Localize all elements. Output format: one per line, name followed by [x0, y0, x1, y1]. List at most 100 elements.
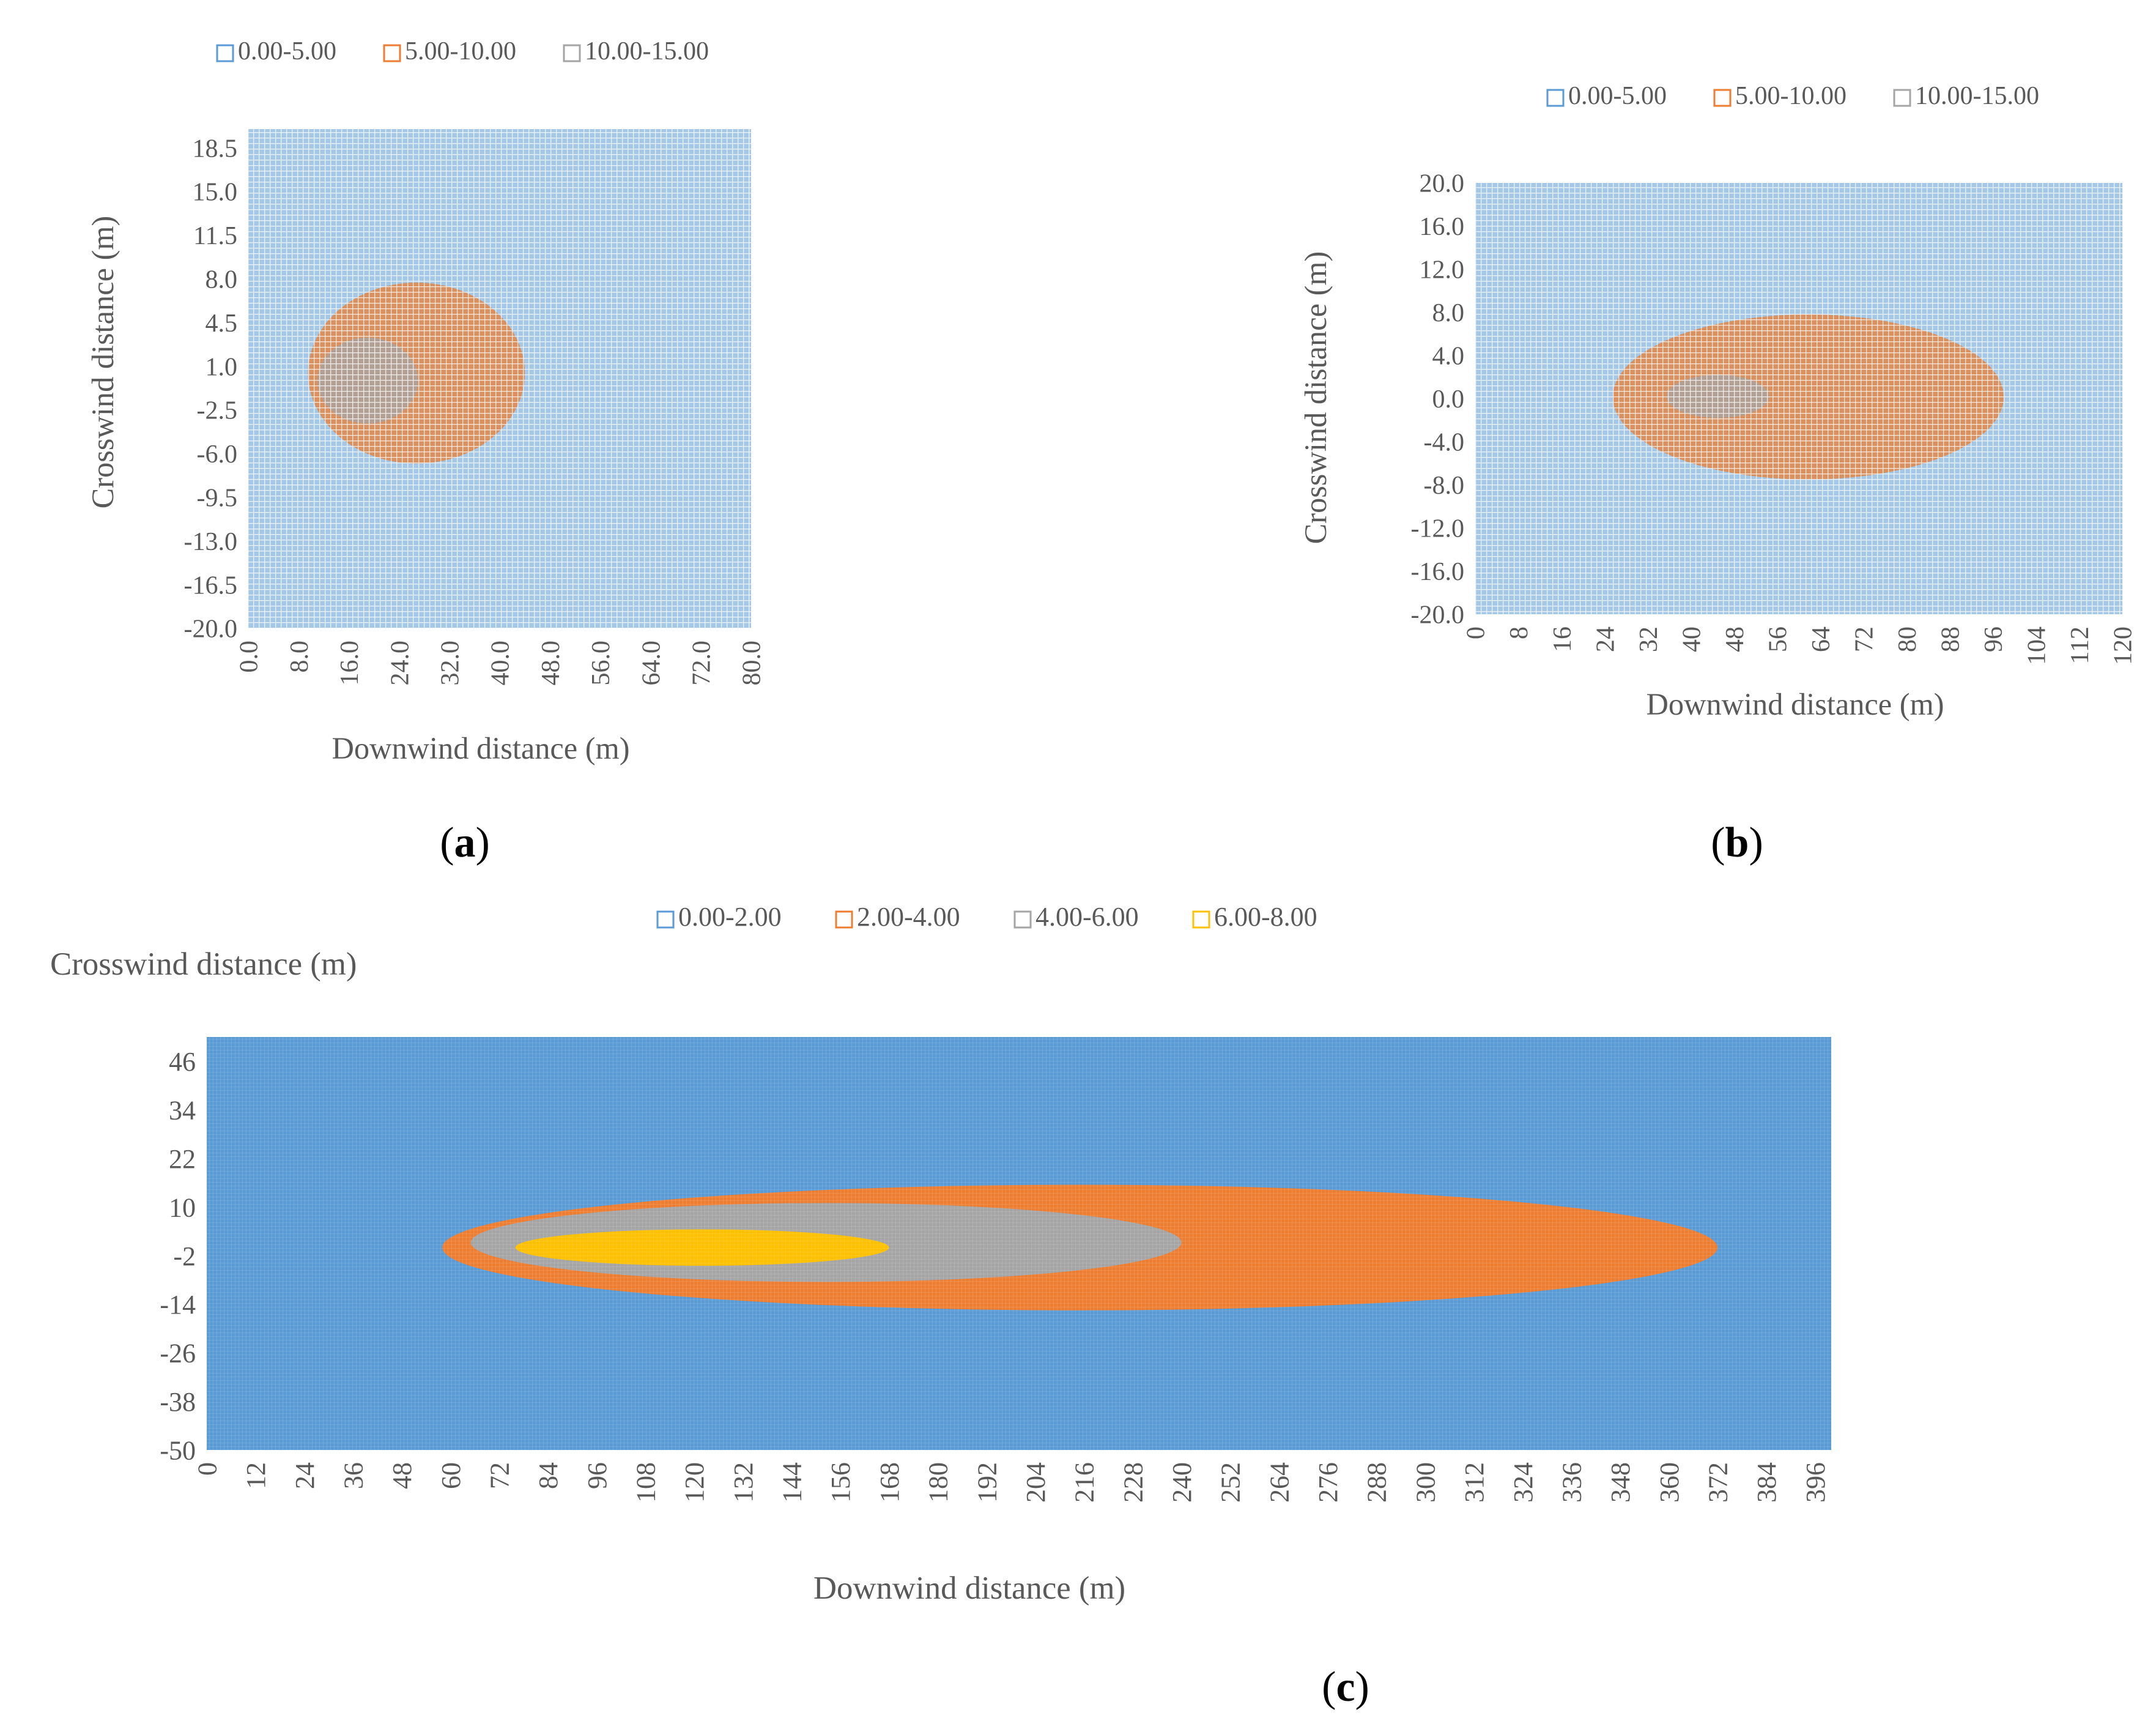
plot-grid-mesh [248, 129, 751, 628]
panel-label-b: (b) [1711, 819, 1763, 866]
x-tick-label: 168 [875, 1462, 905, 1503]
x-tick-label: 336 [1557, 1462, 1587, 1503]
x-tick-label: 360 [1654, 1462, 1684, 1503]
x-tick-label: 192 [972, 1462, 1002, 1503]
x-tick-label: 288 [1362, 1462, 1392, 1503]
x-tick-label: 56.0 [587, 641, 615, 686]
x-tick-label: 24 [1591, 626, 1620, 652]
y-tick-label: 4.0 [1432, 343, 1465, 371]
y-tick-label: 0.0 [1432, 385, 1465, 414]
legend-swatch [656, 910, 675, 929]
x-tick-label: 276 [1313, 1462, 1343, 1503]
x-tick-label: 72 [1851, 626, 1879, 652]
y-tick-label: -20.0 [184, 615, 238, 644]
x-tick-label: 64 [1807, 626, 1836, 652]
x-tick-label: 32.0 [437, 641, 465, 686]
legend-label: 0.00-5.00 [238, 37, 336, 65]
legend-swatch [1546, 89, 1565, 107]
x-axis-label: Downwind distance (m) [813, 1570, 1125, 1606]
y-tick-label: -2 [173, 1241, 196, 1271]
y-axis-label: Crosswind distance (m) [50, 946, 357, 982]
y-tick-label: -26 [160, 1339, 196, 1369]
legend-label: 10.00-15.00 [585, 37, 709, 65]
y-tick-label: -9.5 [197, 485, 238, 513]
y-tick-label: 1.0 [206, 353, 238, 381]
y-tick-label: 15.0 [193, 179, 238, 207]
legend-label: 10.00-15.00 [1915, 82, 2039, 110]
y-axis-label: Crosswind distance (m) [1298, 251, 1333, 545]
legend-swatch [216, 44, 234, 62]
y-tick-label: -16.0 [1411, 558, 1465, 586]
x-tick-label: 40.0 [487, 641, 515, 686]
y-tick-label: 34 [169, 1096, 196, 1126]
x-tick-label: 312 [1459, 1462, 1489, 1503]
x-tick-label: 384 [1752, 1462, 1782, 1503]
chart-panel-b: 0.00-5.00 5.00-10.00 10.00-15.00 20.0 16.0 12… [1298, 82, 2138, 721]
x-tick-label: 60 [436, 1462, 466, 1489]
x-tick-label: 180 [924, 1462, 954, 1503]
y-tick-label: 8.0 [206, 266, 238, 294]
legend-swatch [1713, 89, 1732, 107]
x-tick-label: 72.0 [688, 641, 716, 686]
x-tick-label: 120 [680, 1462, 709, 1503]
y-tick-label: 8.0 [1432, 299, 1465, 327]
x-axis-label: Downwind distance (m) [332, 731, 629, 765]
x-tick-label: 8 [1505, 626, 1533, 639]
x-tick-label: 324 [1508, 1462, 1538, 1503]
x-tick-label: 24 [290, 1462, 320, 1489]
y-tick-label: 22 [169, 1144, 196, 1174]
x-tick-label: 12 [241, 1462, 271, 1489]
legend-swatch [1893, 89, 1911, 107]
legend-label: 0.00-2.00 [678, 902, 782, 932]
y-tick-label: -16.5 [184, 571, 238, 600]
x-tick-label: 80 [1894, 626, 1922, 652]
x-tick-label: 264 [1264, 1462, 1294, 1503]
x-tick-label: 0 [1462, 626, 1491, 639]
x-tick-label: 0 [192, 1462, 222, 1476]
y-tick-label: -8.0 [1424, 472, 1465, 500]
x-tick-label: 120 [2110, 626, 2138, 665]
x-tick-label: 16 [1549, 626, 1577, 652]
legend-swatch [1192, 910, 1210, 929]
x-tick-label: 56 [1764, 626, 1792, 652]
x-tick-label: 84 [533, 1462, 563, 1489]
x-tick-label: 40 [1678, 626, 1706, 652]
chart-panel-c: 0.00-2.00 2.00-4.00 4.00-6.00 6.00-8.00 46 34… [50, 902, 1831, 1606]
y-tick-label: -50 [160, 1435, 196, 1465]
legend-label: 0.00-5.00 [1568, 82, 1667, 110]
x-tick-label: 16.0 [336, 641, 364, 686]
x-tick-label: 112 [2066, 626, 2094, 664]
legend-swatch [563, 44, 581, 62]
panel-label-a: (a) [440, 819, 490, 866]
x-tick-label: 72 [484, 1462, 514, 1489]
x-tick-label: 144 [777, 1462, 807, 1503]
x-tick-label: 48.0 [537, 641, 565, 686]
y-tick-label: 20.0 [1420, 170, 1465, 198]
x-tick-label: 8.0 [286, 641, 314, 673]
x-tick-label: 372 [1703, 1462, 1733, 1503]
legend-swatch [835, 910, 853, 929]
y-tick-label: -4.0 [1424, 429, 1465, 457]
x-tick-label: 80.0 [738, 641, 766, 686]
legend-swatch [383, 44, 401, 62]
x-tick-label: 88 [1937, 626, 1965, 652]
y-tick-label: 4.5 [206, 310, 238, 338]
x-tick-label: 156 [826, 1462, 856, 1503]
legend-swatch [1013, 910, 1032, 929]
x-tick-label: 96 [582, 1462, 612, 1489]
y-tick-label: -2.5 [197, 397, 238, 425]
x-tick-label: 396 [1801, 1462, 1831, 1503]
x-tick-label: 104 [2023, 626, 2051, 665]
x-tick-label: 240 [1167, 1462, 1197, 1503]
panel-label-c: (c) [1322, 1663, 1369, 1711]
legend-label: 2.00-4.00 [857, 902, 960, 932]
x-tick-label: 32 [1635, 626, 1663, 652]
y-tick-label: -20.0 [1411, 601, 1465, 630]
y-tick-label: -6.0 [197, 440, 238, 469]
y-tick-label: 16.0 [1420, 213, 1465, 241]
x-tick-label: 204 [1021, 1462, 1051, 1503]
x-tick-label: 108 [631, 1462, 661, 1503]
x-tick-label: 0.0 [235, 641, 264, 673]
x-axis-label: Downwind distance (m) [1646, 687, 1944, 721]
